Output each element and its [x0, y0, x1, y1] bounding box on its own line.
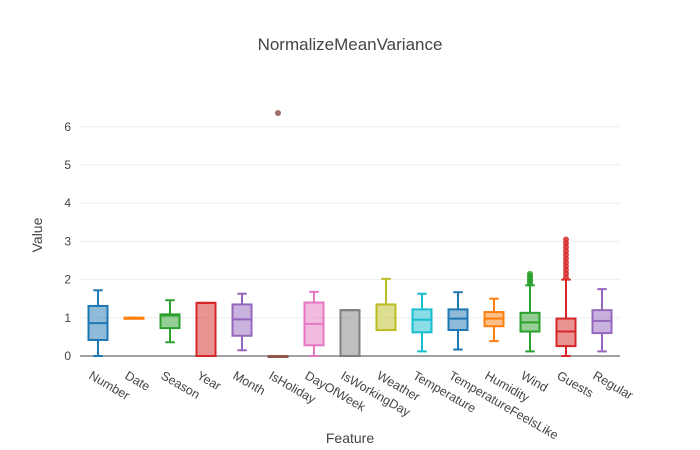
y-tick-label: 2 [64, 273, 71, 287]
box-wind[interactable] [519, 270, 541, 353]
box-season[interactable] [159, 299, 181, 344]
x-tick-label: Month [231, 368, 268, 398]
chart-title: NormalizeMeanVariance [258, 35, 443, 54]
box-humidity[interactable] [483, 297, 505, 343]
x-tick-label: Number [87, 368, 133, 402]
y-tick-label: 6 [64, 120, 71, 134]
box-iqr [159, 313, 181, 330]
x-tick-label: Regular [591, 368, 636, 402]
y-axis-title: Value [29, 217, 45, 252]
box-temperaturefeelslike[interactable] [447, 291, 469, 351]
outlier-point [527, 270, 533, 277]
box-iqr [339, 309, 361, 358]
x-axis-title: Feature [326, 430, 374, 446]
box-year[interactable] [195, 301, 217, 358]
box-iqr [411, 308, 433, 334]
box-guests[interactable] [555, 236, 577, 357]
box-iqr [195, 301, 217, 358]
box-iqr [447, 308, 469, 332]
outlier-point [275, 110, 281, 117]
box-iqr [375, 303, 397, 332]
y-tick-label: 1 [64, 311, 71, 325]
x-tick-label: Guests [555, 368, 596, 400]
y-tick-label: 3 [64, 234, 71, 248]
box-weather[interactable] [375, 277, 397, 332]
y-tick-label: 4 [64, 196, 71, 210]
y-tick-label: 5 [64, 158, 71, 172]
grid-layer [80, 126, 620, 357]
box-temperature[interactable] [411, 292, 433, 353]
box-isworkingday[interactable] [339, 309, 361, 358]
outlier-point [563, 236, 569, 243]
x-tick-label: Season [159, 368, 203, 401]
boxes-layer [87, 110, 613, 358]
box-regular[interactable] [591, 288, 613, 353]
box-month[interactable] [231, 292, 253, 352]
box-number[interactable] [87, 289, 109, 357]
y-axis-ticks: 0 1 2 3 4 5 6 [64, 120, 71, 363]
box-isholiday[interactable] [267, 110, 289, 358]
box-dayofweek[interactable] [303, 290, 325, 357]
box-date[interactable] [123, 316, 145, 320]
y-tick-label: 0 [64, 349, 71, 363]
